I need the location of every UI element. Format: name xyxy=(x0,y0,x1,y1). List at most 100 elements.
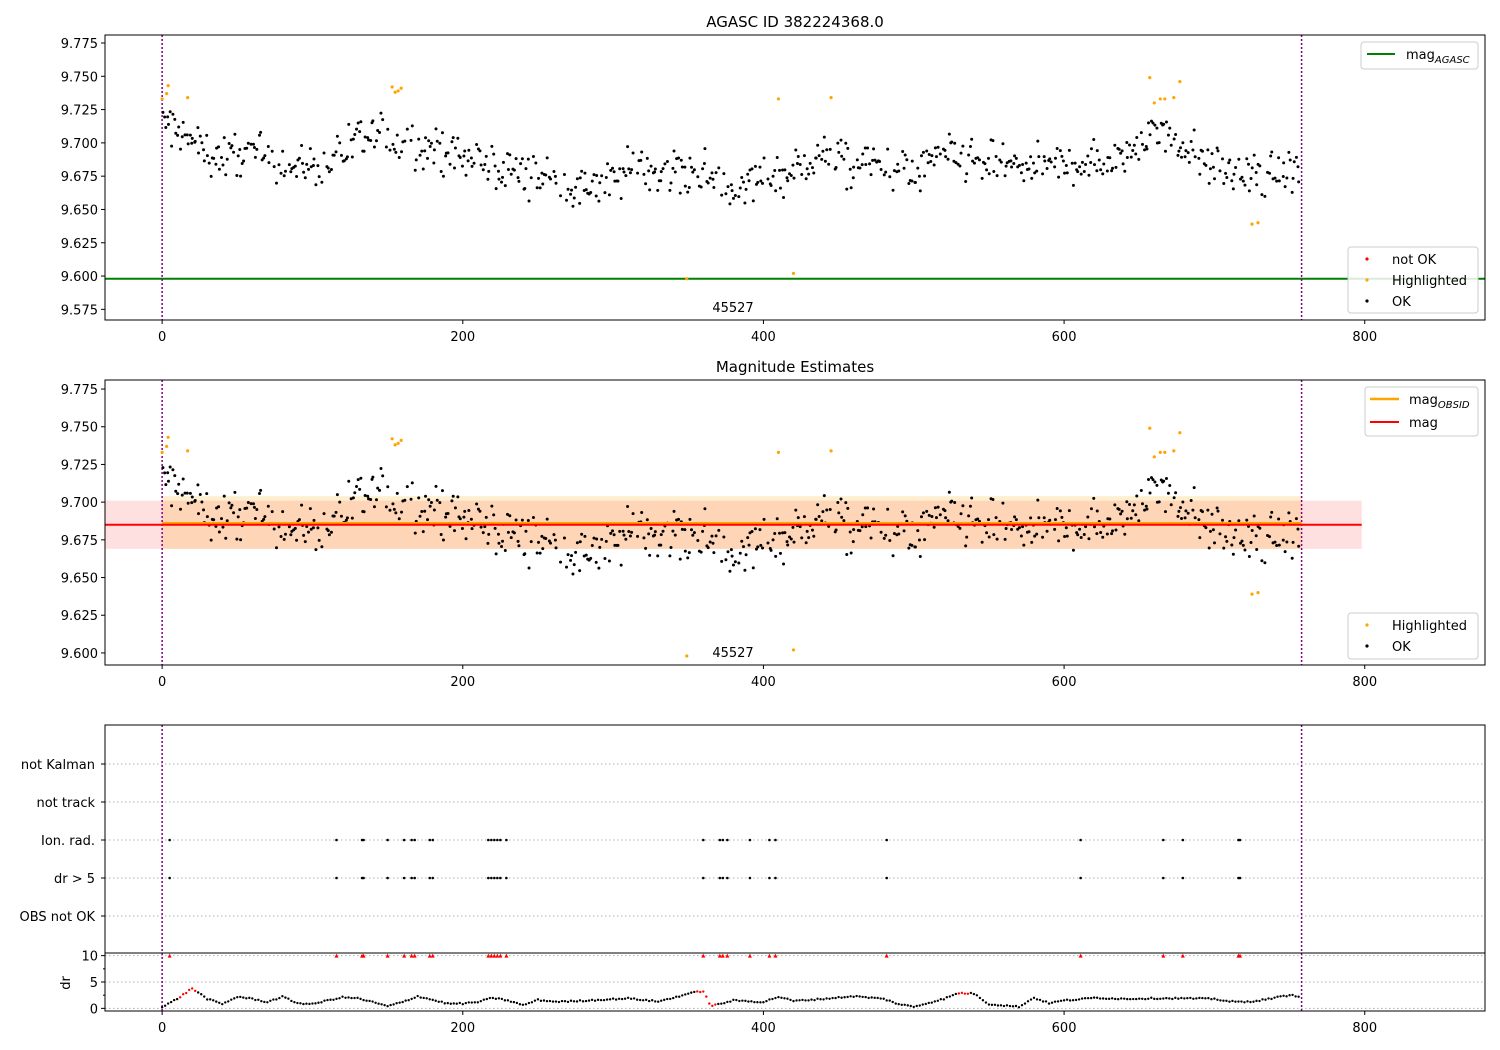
ok-point xyxy=(1254,534,1258,538)
dr-point xyxy=(1267,997,1270,1000)
ok-point xyxy=(998,158,1002,162)
ok-point xyxy=(821,149,825,153)
ok-point xyxy=(1029,155,1033,159)
dr-point xyxy=(1113,997,1117,1001)
ok-point xyxy=(1260,193,1264,197)
ok-point xyxy=(420,149,424,153)
dr-point xyxy=(831,996,834,1000)
ok-point xyxy=(882,536,886,540)
ok-point xyxy=(627,530,631,534)
highlighted-point xyxy=(1172,449,1176,453)
ok-point xyxy=(624,174,628,178)
y-tick-label: 9.700 xyxy=(61,137,98,152)
dr-point xyxy=(1098,997,1102,1000)
ok-point xyxy=(1183,516,1187,520)
ok-point xyxy=(180,493,184,497)
ok-point xyxy=(1249,541,1253,545)
ok-point xyxy=(669,546,673,550)
ok-point xyxy=(985,531,989,535)
dr-point xyxy=(608,998,612,1001)
ok-point xyxy=(1252,514,1256,518)
dr-point xyxy=(320,1001,323,1004)
ok-point xyxy=(961,504,965,508)
dr-point xyxy=(1092,996,1096,999)
dr-point xyxy=(575,1000,579,1003)
ok-point xyxy=(227,141,231,145)
ok-point xyxy=(991,498,995,502)
dr-point xyxy=(879,997,882,1000)
ok-point xyxy=(221,525,225,529)
ok-point xyxy=(531,516,535,520)
ok-point xyxy=(372,505,376,509)
ok-point xyxy=(441,174,445,178)
dr-point xyxy=(638,998,642,1002)
ok-point xyxy=(753,164,757,168)
ok-point xyxy=(656,554,660,558)
dr-point xyxy=(434,999,437,1002)
ok-point xyxy=(181,120,185,124)
ok-point xyxy=(1230,543,1234,547)
ok-point xyxy=(571,572,575,576)
ok-point xyxy=(392,507,396,511)
ok-point xyxy=(1192,128,1196,132)
dr-point xyxy=(281,994,284,998)
dr-point xyxy=(539,999,543,1003)
ok-point xyxy=(773,531,777,535)
ok-point xyxy=(232,150,236,154)
ok-point xyxy=(1064,526,1068,530)
flag-point xyxy=(335,838,338,842)
ok-point xyxy=(947,490,951,494)
ok-point xyxy=(603,191,607,195)
ok-point xyxy=(782,562,786,566)
ok-point xyxy=(791,163,795,167)
ok-point xyxy=(493,526,497,530)
ok-point xyxy=(355,127,359,131)
ok-point xyxy=(796,516,800,520)
ok-point xyxy=(188,491,192,495)
ok-point xyxy=(1031,161,1035,165)
dr-point xyxy=(861,995,864,999)
ok-point xyxy=(938,152,942,156)
ok-point xyxy=(820,157,824,161)
dr-point xyxy=(632,997,636,1000)
ok-point xyxy=(490,144,494,148)
dr-point xyxy=(834,996,837,1000)
ok-point xyxy=(1166,491,1170,495)
y-tick-label: 9.725 xyxy=(61,104,98,119)
ok-point xyxy=(450,140,454,144)
ok-point xyxy=(508,153,512,157)
ok-point xyxy=(435,498,439,502)
ok-point xyxy=(1216,509,1220,513)
ok-point xyxy=(1070,161,1074,165)
ok-point xyxy=(861,513,865,517)
ok-point xyxy=(1043,159,1047,163)
ok-point xyxy=(800,172,804,176)
ok-point xyxy=(1191,508,1195,512)
ok-point xyxy=(1123,532,1127,536)
ok-point xyxy=(1125,156,1129,160)
ok-point xyxy=(283,169,287,173)
dr-point xyxy=(885,999,888,1002)
ok-point xyxy=(266,144,270,148)
y-tick-label: 9.675 xyxy=(61,534,98,549)
ok-point xyxy=(1184,149,1188,153)
ok-point xyxy=(592,173,596,177)
ok-point xyxy=(391,502,395,506)
ok-point xyxy=(338,141,342,145)
ok-point xyxy=(1125,140,1129,144)
ok-point xyxy=(1207,181,1211,185)
ok-point xyxy=(426,156,430,160)
ok-point xyxy=(744,187,748,191)
ok-point xyxy=(910,543,914,547)
ok-point xyxy=(1189,139,1193,143)
ok-point xyxy=(741,545,745,549)
ok-point xyxy=(785,540,789,544)
dr-point xyxy=(1156,997,1159,1001)
dr-point xyxy=(374,1001,377,1004)
ok-point xyxy=(936,145,940,149)
y-tick-label: 9.750 xyxy=(61,421,98,436)
highlighted-point xyxy=(1158,97,1162,101)
ok-point xyxy=(197,151,201,155)
ok-point xyxy=(506,168,510,172)
dr-point xyxy=(230,998,233,1001)
